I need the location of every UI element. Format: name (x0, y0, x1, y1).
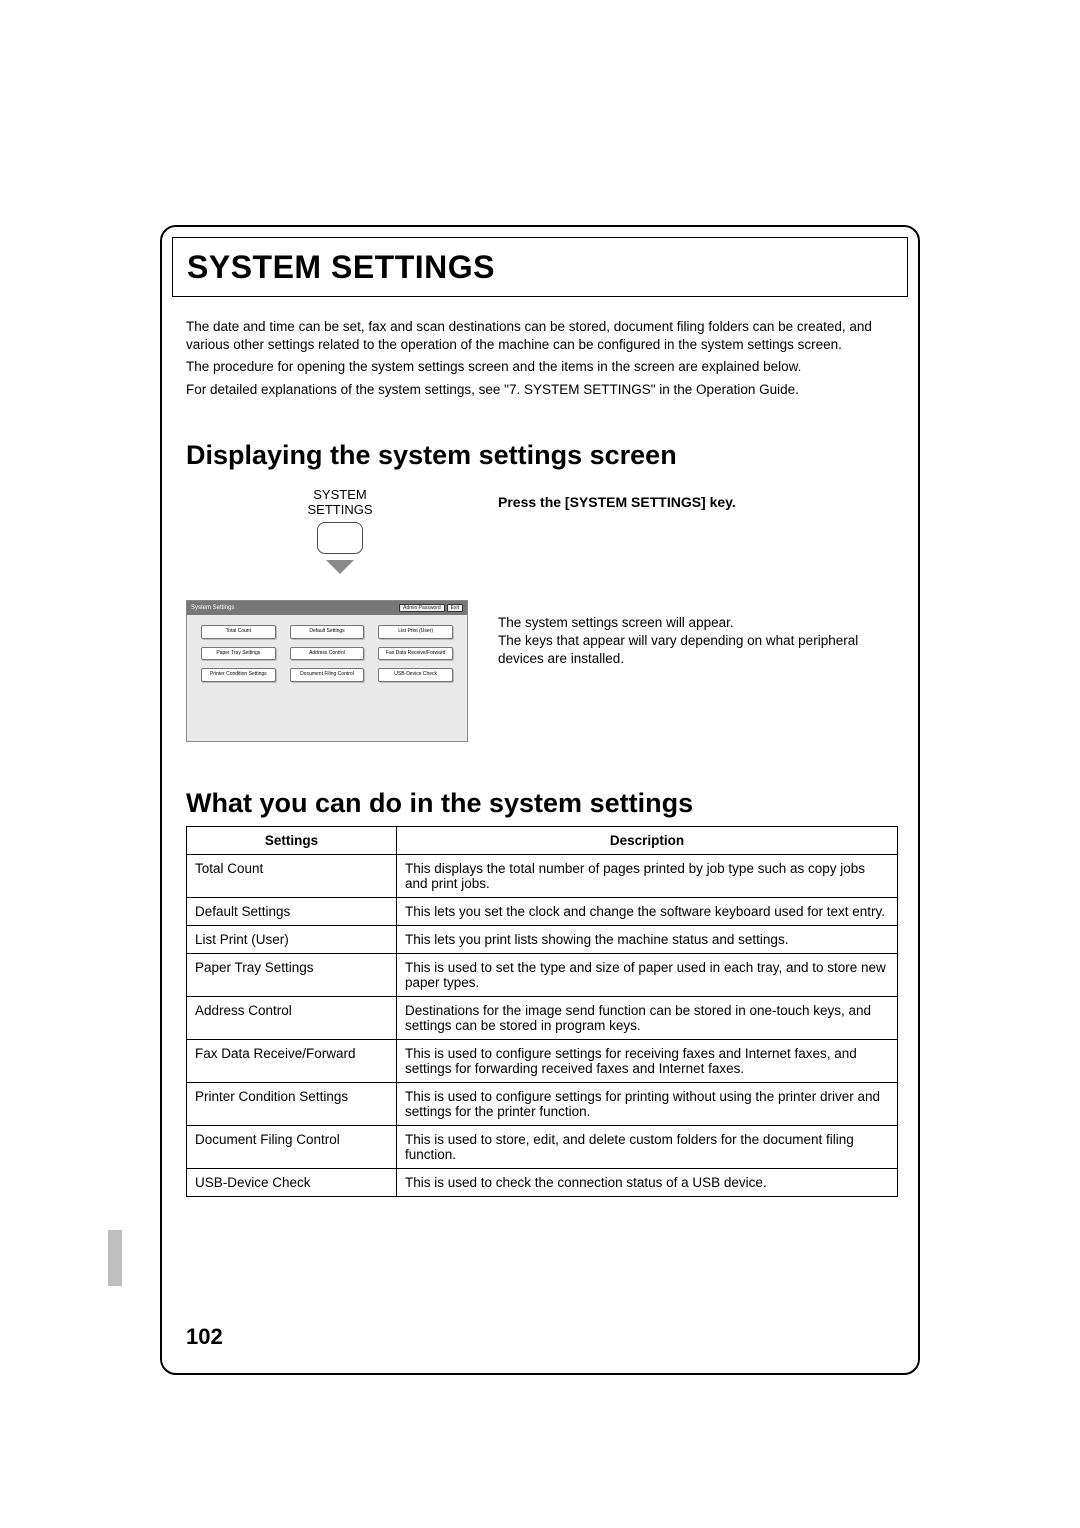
intro-p3: For detailed explanations of the system … (186, 381, 898, 399)
table-row: Document Filing Control This is used to … (187, 1126, 898, 1169)
setting-desc: This is used to store, edit, and delete … (397, 1126, 898, 1169)
setting-desc: This displays the total number of pages … (397, 855, 898, 898)
mini-btn: Paper Tray Settings (201, 647, 276, 661)
setting-name: List Print (User) (187, 926, 397, 954)
setting-name: Fax Data Receive/Forward (187, 1040, 397, 1083)
mini-btn: Default Settings (290, 625, 365, 639)
mini-btn: Fax Data Receive/Forward (378, 647, 453, 661)
mini-screen-mock: System Settings Admin Password Exit Tota… (186, 600, 468, 742)
table-row: Total Count This displays the total numb… (187, 855, 898, 898)
table-row: Paper Tray Settings This is used to set … (187, 954, 898, 997)
setting-name: Document Filing Control (187, 1126, 397, 1169)
mini-btn: Total Count (201, 625, 276, 639)
system-settings-key-block: SYSTEM SETTINGS (280, 488, 400, 574)
instruction-body: The system settings screen will appear. … (498, 614, 898, 669)
mini-chip-admin: Admin Password (399, 604, 445, 612)
mini-screen-bar: System Settings Admin Password Exit (187, 601, 467, 615)
instruction-heading: Press the [SYSTEM SETTINGS] key. (498, 494, 736, 510)
table-row: Fax Data Receive/Forward This is used to… (187, 1040, 898, 1083)
system-settings-key-icon (317, 522, 363, 554)
setting-desc: This is used to configure settings for r… (397, 1040, 898, 1083)
table-row: Default Settings This lets you set the c… (187, 898, 898, 926)
table-header-description: Description (397, 827, 898, 855)
mini-btn: Document Filing Control (290, 668, 365, 682)
intro-p2: The procedure for opening the system set… (186, 358, 898, 376)
page-number: 102 (186, 1324, 223, 1350)
setting-name: USB-Device Check (187, 1169, 397, 1197)
setting-desc: This lets you set the clock and change t… (397, 898, 898, 926)
setting-name: Default Settings (187, 898, 397, 926)
side-tab (108, 1230, 122, 1286)
setting-name: Paper Tray Settings (187, 954, 397, 997)
mini-btn: USB-Device Check (378, 668, 453, 682)
table-row: Printer Condition Settings This is used … (187, 1083, 898, 1126)
manual-page: SYSTEM SETTINGS The date and time can be… (0, 0, 1080, 1528)
table-row: List Print (User) This lets you print li… (187, 926, 898, 954)
instruction-body-text: The system settings screen will appear. … (498, 615, 858, 666)
setting-name: Address Control (187, 997, 397, 1040)
page-title: SYSTEM SETTINGS (187, 249, 495, 286)
section1-heading: Displaying the system settings screen (186, 440, 677, 471)
setting-desc: This lets you print lists showing the ma… (397, 926, 898, 954)
mini-btn: Printer Condition Settings (201, 668, 276, 682)
key-label-line2: SETTINGS (280, 503, 400, 518)
setting-desc: Destinations for the image send function… (397, 997, 898, 1040)
intro-p1: The date and time can be set, fax and sc… (186, 318, 898, 354)
table-row: Address Control Destinations for the ima… (187, 997, 898, 1040)
table-header-settings: Settings (187, 827, 397, 855)
setting-name: Printer Condition Settings (187, 1083, 397, 1126)
section2-heading: What you can do in the system settings (186, 788, 693, 819)
mini-btn: List Print (User) (378, 625, 453, 639)
settings-table: Settings Description Total Count This di… (186, 826, 898, 1197)
intro-text: The date and time can be set, fax and sc… (186, 318, 898, 399)
table-row: USB-Device Check This is used to check t… (187, 1169, 898, 1197)
mini-screen-title: System Settings (191, 605, 234, 611)
setting-desc: This is used to configure settings for p… (397, 1083, 898, 1126)
title-box: SYSTEM SETTINGS (172, 237, 908, 297)
mini-grid: Total Count Default Settings List Print … (187, 615, 467, 692)
mini-chip-exit: Exit (447, 604, 463, 612)
setting-desc: This is used to set the type and size of… (397, 954, 898, 997)
setting-name: Total Count (187, 855, 397, 898)
setting-desc: This is used to check the connection sta… (397, 1169, 898, 1197)
mini-btn: Address Control (290, 647, 365, 661)
key-label-line1: SYSTEM (280, 488, 400, 503)
down-arrow-icon (326, 560, 354, 574)
